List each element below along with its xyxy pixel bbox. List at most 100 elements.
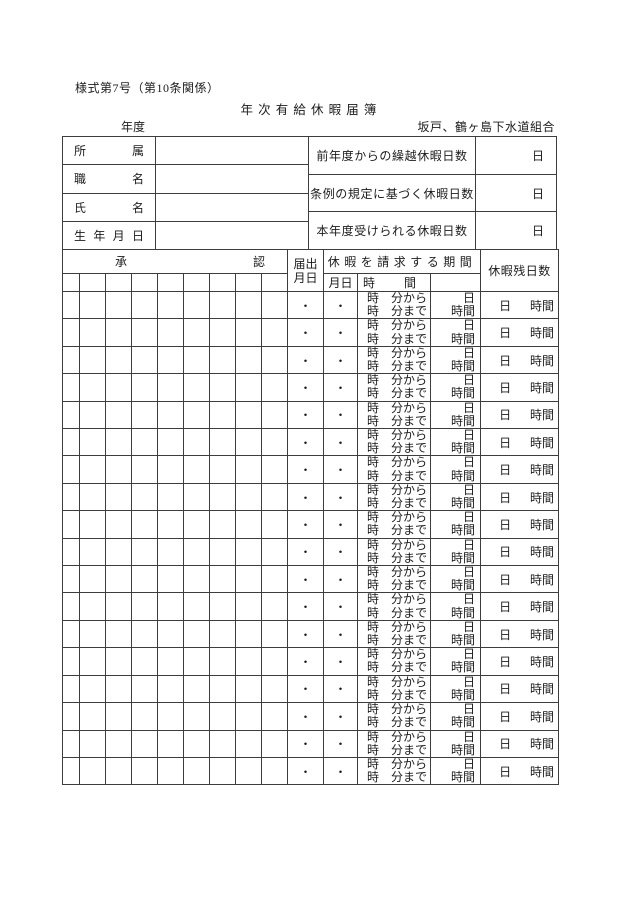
approval-stamp-cell	[260, 537, 289, 567]
remaining-days-parts: 日 時間	[482, 653, 558, 670]
approval-stamp-cell	[79, 647, 106, 676]
remaining-days-part: 日	[499, 463, 512, 478]
approval-stamp-cell	[183, 290, 210, 320]
info-row-value	[156, 165, 308, 192]
leave-time-part: 時	[367, 428, 380, 443]
fiscal-year-label: 年度	[121, 120, 146, 134]
leave-time-part: 分まで	[391, 742, 428, 757]
duration-line: 時間	[451, 687, 476, 702]
remaining-days-part: 時間	[530, 709, 555, 724]
leave-time-cell: 時分から時分まで	[357, 455, 432, 484]
remaining-days-parts: 日 時間	[482, 571, 558, 588]
leave-request-table: 承 認 届出 月日 休暇を請求する期間 休暇残日数	[61, 249, 560, 786]
approval-stamp-cell	[79, 702, 106, 731]
duration-cell: 日時間	[430, 756, 482, 786]
approval-stamp-cell	[62, 619, 80, 649]
info-row: 生年月日	[63, 221, 308, 249]
leave-time-part: 分まで	[391, 660, 428, 675]
remaining-days-cell: 日 時間	[480, 674, 560, 704]
notify-date-cell: ・	[287, 565, 325, 594]
table-row: ・・時分から時分まで日時間日時間	[62, 647, 560, 676]
duration-cell: 日時間	[430, 455, 482, 484]
leave-summary-unit: 日	[531, 148, 544, 163]
leave-time-part: 分から	[391, 675, 428, 689]
leave-time-part: 分まで	[391, 304, 428, 319]
info-label-char: 属	[131, 144, 144, 159]
leave-time-line: 時分まで	[359, 414, 430, 427]
remaining-days-cell: 日 時間	[480, 592, 560, 621]
remaining-days-cell: 日 時間	[480, 428, 560, 457]
duration-line: 日	[463, 401, 476, 415]
remaining-days-part: 日	[499, 490, 512, 505]
notify-date-cell: ・	[287, 400, 325, 430]
approval-stamp-cell	[235, 455, 262, 484]
info-label-char: 職	[74, 172, 87, 187]
remaining-days-parts: 日 時間	[482, 680, 558, 697]
approval-stamp-cell	[79, 318, 106, 347]
remaining-days-parts: 日 時間	[482, 708, 558, 725]
remaining-days-header: 休暇残日数	[480, 249, 560, 292]
approval-stamp-cell	[235, 482, 262, 512]
approval-stamp-cell	[235, 647, 262, 676]
approval-subcell	[260, 273, 289, 292]
duration-line: 時間	[451, 304, 476, 319]
leave-time-line: 時分まで	[359, 304, 430, 319]
leave-date-cell: ・	[323, 290, 359, 320]
leave-time-part: 時	[367, 441, 380, 456]
approval-stamp-cell	[157, 428, 184, 457]
duration-line: 日	[463, 428, 476, 443]
remaining-days-parts: 日 時間	[482, 406, 558, 423]
approval-stamp-cell	[79, 345, 106, 375]
leave-time-part: 時	[367, 510, 380, 525]
approval-stamp-cell	[183, 619, 210, 649]
remaining-days-cell: 日 時間	[480, 400, 560, 430]
info-label-char: 所	[74, 144, 87, 159]
approval-stamp-cell	[62, 537, 80, 567]
remaining-days-parts: 日 時間	[482, 763, 558, 780]
approval-stamp-cell	[209, 510, 236, 539]
info-row-value	[156, 194, 308, 221]
leave-time-line: 時分から	[359, 675, 430, 689]
approval-stamp-cell	[209, 455, 236, 484]
leave-time-part: 時	[367, 496, 380, 511]
approval-stamp-cell	[260, 729, 289, 758]
table-row: ・・時分から時分まで日時間日時間	[62, 702, 560, 731]
leave-days-summary: 前年度からの繰越休暇日数日条例の規定に基づく休暇日数日本年度受けられる休暇日数日	[309, 137, 556, 250]
leave-time-cell: 時分から時分まで	[357, 482, 432, 512]
remaining-days-parts: 日 時間	[482, 297, 558, 314]
table-row: ・・時分から時分まで日時間日時間	[62, 619, 560, 649]
approval-stamp-cell	[209, 400, 236, 430]
approval-stamp-cell	[183, 674, 210, 704]
approval-stamp-cell	[183, 482, 210, 512]
approval-stamp-cell	[235, 510, 262, 539]
table-row: ・・時分から時分まで日時間日時間	[62, 482, 560, 512]
duration-line: 時間	[451, 633, 476, 648]
leave-time-part: 分から	[391, 401, 428, 415]
approval-stamp-cell	[235, 428, 262, 457]
duration-cell: 日時間	[430, 537, 482, 567]
remaining-days-part: 日	[499, 627, 512, 642]
notify-date-header-line: 届出	[293, 256, 318, 271]
remaining-days-part: 日	[499, 408, 512, 423]
leave-time-line: 時分まで	[359, 605, 430, 620]
leave-time-line: 時分から	[359, 704, 430, 717]
duration-line: 日	[463, 647, 476, 662]
leave-time-part: 時	[367, 605, 380, 620]
leave-time-line: 時分から	[359, 621, 430, 634]
leave-time-part: 分まで	[391, 331, 428, 346]
leave-time-line: 時分から	[359, 567, 430, 580]
approval-stamp-cell	[131, 345, 158, 375]
remaining-days-part: 時間	[530, 572, 555, 587]
approval-stamp-cell	[79, 455, 106, 484]
approval-stamp-cell	[157, 345, 184, 375]
approval-stamp-cell	[79, 565, 106, 594]
leave-time-cell: 時分から時分まで	[357, 674, 432, 704]
leave-time-line: 時分まで	[359, 742, 430, 757]
approval-stamp-cell	[131, 674, 158, 704]
approval-subcell	[209, 273, 236, 292]
approval-stamp-cell	[79, 729, 106, 758]
approval-stamp-cell	[260, 455, 289, 484]
leave-time-part: 分まで	[391, 633, 428, 648]
approval-stamp-cell	[183, 455, 210, 484]
leave-time-line: 時分まで	[359, 688, 430, 701]
